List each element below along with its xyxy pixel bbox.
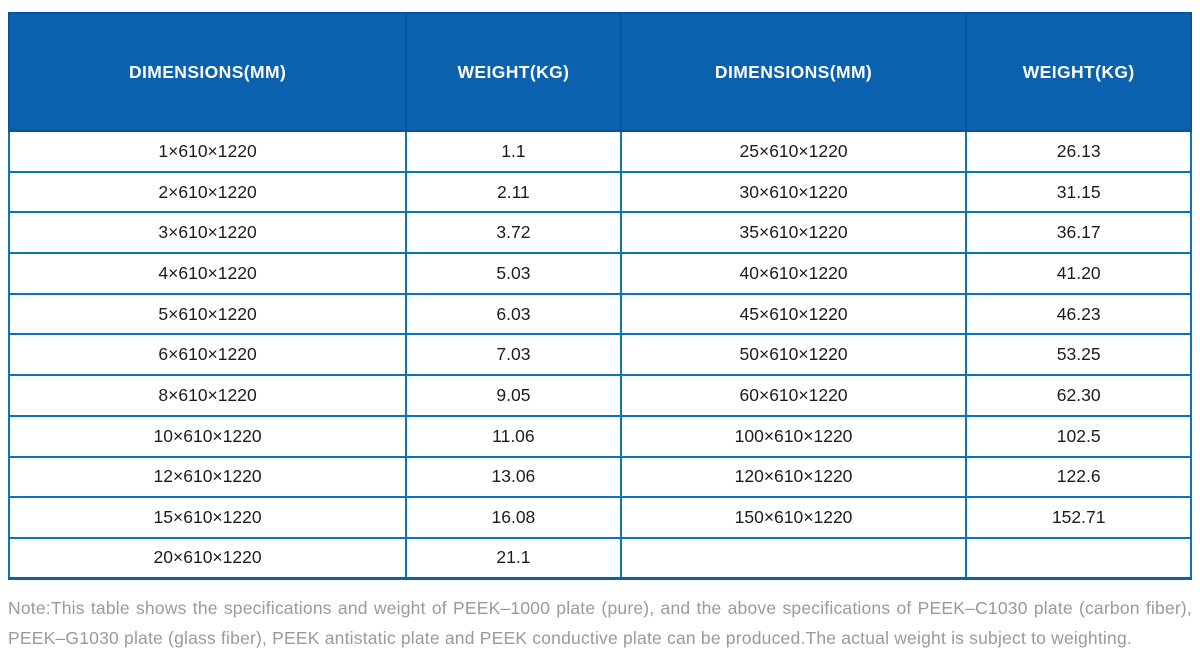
dimension-cell: 25×610×1220	[619, 130, 968, 173]
weight-cell: 21.1	[405, 536, 622, 581]
dimension-cell: 20×610×1220	[7, 536, 408, 581]
weight-cell: 5.03	[405, 252, 622, 295]
weight-cell: 41.20	[965, 252, 1192, 295]
dimension-cell: 5×610×1220	[7, 292, 408, 336]
table-row: 2×610×1220 2.11 30×610×1220 31.15	[7, 170, 1192, 214]
table-body: 1×610×1220 1.1 25×610×1220 26.13 2×610×1220 2…	[7, 130, 1192, 581]
weight-cell: 102.5	[965, 414, 1192, 458]
table-row: 20×610×1220 21.1	[7, 536, 1192, 581]
weight-cell: 11.06	[405, 414, 622, 458]
weight-cell: 9.05	[405, 374, 622, 417]
table-row: 10×610×1220 11.06 100×610×1220 102.5	[7, 414, 1192, 458]
dimension-cell: 6×610×1220	[7, 333, 408, 377]
header-dimensions-left: DIMENSIONS(MM)	[7, 12, 408, 132]
weight-cell: 31.15	[965, 170, 1192, 214]
weight-cell: 46.23	[965, 292, 1192, 336]
dimension-cell: 10×610×1220	[7, 414, 408, 458]
table-row: 6×610×1220 7.03 50×610×1220 53.25	[7, 333, 1192, 377]
dimension-cell: 8×610×1220	[7, 374, 408, 417]
note-text: Note:This table shows the specifications…	[8, 598, 1192, 648]
weight-cell: 36.17	[965, 211, 1192, 255]
table-row: 3×610×1220 3.72 35×610×1220 36.17	[7, 211, 1192, 255]
dimension-cell	[619, 536, 968, 581]
dimension-cell: 1×610×1220	[7, 130, 408, 173]
dimension-cell: 30×610×1220	[619, 170, 968, 214]
weight-cell	[965, 536, 1192, 581]
weight-cell: 16.08	[405, 496, 622, 539]
weight-cell: 7.03	[405, 333, 622, 377]
dimension-cell: 50×610×1220	[619, 333, 968, 377]
spec-weight-table: DIMENSIONS(MM) WEIGHT(KG) DIMENSIONS(MM)…	[7, 12, 1192, 581]
dimension-cell: 150×610×1220	[619, 496, 968, 539]
weight-cell: 1.1	[405, 130, 622, 173]
dimension-cell: 60×610×1220	[619, 374, 968, 417]
table-row: 1×610×1220 1.1 25×610×1220 26.13	[7, 130, 1192, 173]
table-row: 5×610×1220 6.03 45×610×1220 46.23	[7, 292, 1192, 336]
weight-cell: 53.25	[965, 333, 1192, 377]
header-weight-right: WEIGHT(KG)	[965, 12, 1192, 132]
dimension-cell: 12×610×1220	[7, 455, 408, 499]
weight-cell: 62.30	[965, 374, 1192, 417]
weight-cell: 152.71	[965, 496, 1192, 539]
weight-cell: 122.6	[965, 455, 1192, 499]
dimension-cell: 35×610×1220	[619, 211, 968, 255]
table-row: 8×610×1220 9.05 60×610×1220 62.30	[7, 374, 1192, 417]
weight-cell: 26.13	[965, 130, 1192, 173]
weight-cell: 6.03	[405, 292, 622, 336]
dimension-cell: 3×610×1220	[7, 211, 408, 255]
dimension-cell: 120×610×1220	[619, 455, 968, 499]
table-header-row: DIMENSIONS(MM) WEIGHT(KG) DIMENSIONS(MM)…	[7, 12, 1192, 132]
dimension-cell: 4×610×1220	[7, 252, 408, 295]
dimension-cell: 100×610×1220	[619, 414, 968, 458]
header-dimensions-right: DIMENSIONS(MM)	[619, 12, 968, 132]
header-weight-left: WEIGHT(KG)	[405, 12, 622, 132]
weight-cell: 13.06	[405, 455, 622, 499]
table-row: 4×610×1220 5.03 40×610×1220 41.20	[7, 252, 1192, 295]
table-row: 12×610×1220 13.06 120×610×1220 122.6	[7, 455, 1192, 499]
dimension-cell: 45×610×1220	[619, 292, 968, 336]
dimension-cell: 40×610×1220	[619, 252, 968, 295]
table-row: 15×610×1220 16.08 150×610×1220 152.71	[7, 496, 1192, 539]
dimension-cell: 2×610×1220	[7, 170, 408, 214]
dimension-cell: 15×610×1220	[7, 496, 408, 539]
weight-cell: 2.11	[405, 170, 622, 214]
weight-cell: 3.72	[405, 211, 622, 255]
